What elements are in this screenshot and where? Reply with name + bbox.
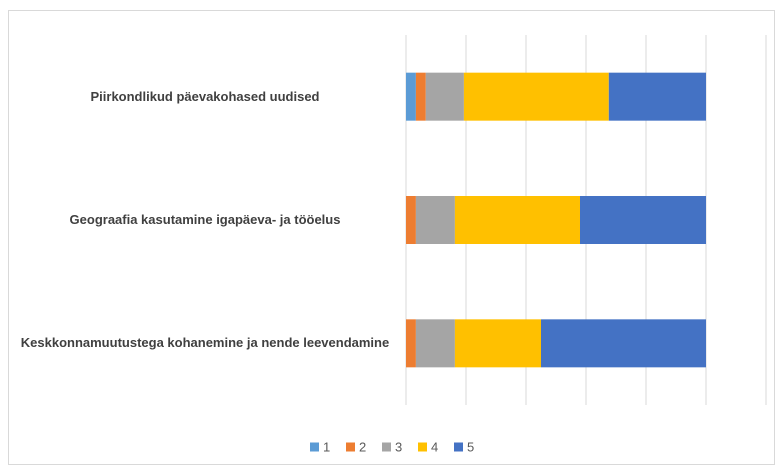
legend-swatch xyxy=(382,442,391,452)
bar-segment xyxy=(406,72,416,121)
bar-segment xyxy=(454,196,580,244)
legend-label: 5 xyxy=(467,439,474,454)
bar-segment xyxy=(406,196,416,244)
legend-label: 2 xyxy=(359,439,366,454)
bar-segment xyxy=(580,196,706,244)
bar-segment xyxy=(425,72,464,121)
bar-segment xyxy=(415,319,455,368)
legend-label: 1 xyxy=(323,439,330,454)
legend-swatch xyxy=(346,442,355,452)
bar-segment xyxy=(608,72,706,121)
bar-segment xyxy=(415,72,426,121)
category-label: Piirkondlikud päevakohased uudised xyxy=(90,88,320,104)
category-label: Geograafia kasutamine igapäeva- ja tööel… xyxy=(69,212,341,227)
bar-segment xyxy=(415,196,455,244)
legend-swatch xyxy=(310,442,319,452)
legend-swatch xyxy=(418,442,427,452)
legend-label: 3 xyxy=(395,439,402,454)
bar-segment xyxy=(463,72,609,121)
legend-swatch xyxy=(454,442,463,452)
legend-label: 4 xyxy=(431,439,438,454)
category-label: Keskkonnamuutustega kohanemine ja nende … xyxy=(20,335,390,351)
bar-segment xyxy=(454,319,541,368)
bar-segment xyxy=(541,319,706,368)
bar-segment xyxy=(406,319,416,368)
